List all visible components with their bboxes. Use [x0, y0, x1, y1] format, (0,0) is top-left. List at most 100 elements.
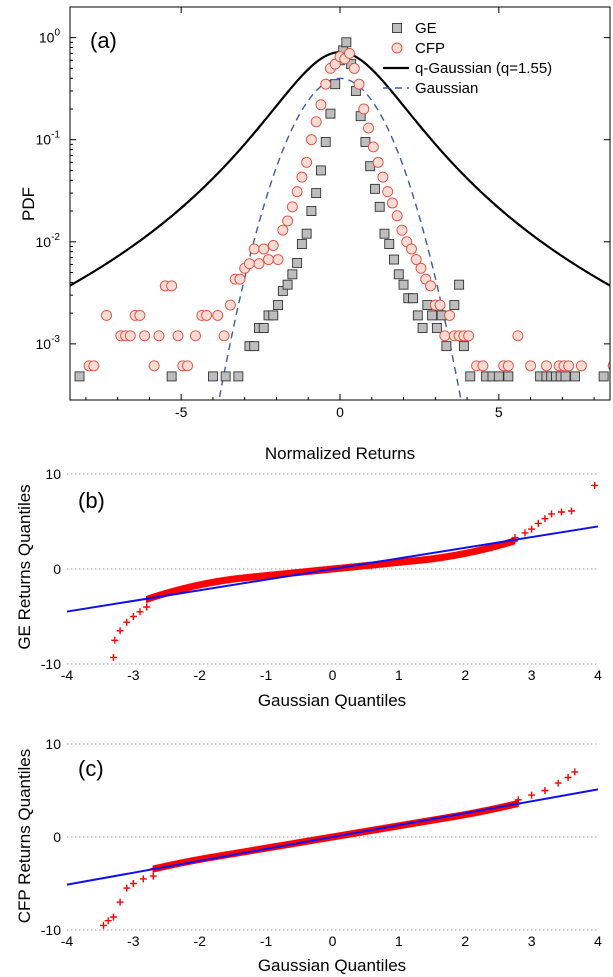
ge-marker: [233, 371, 244, 382]
cfp-marker: [182, 360, 193, 372]
ge-marker: [311, 188, 322, 199]
cfp-marker: [234, 273, 246, 285]
cfp-marker: [363, 122, 375, 134]
cfp-marker: [377, 171, 389, 183]
ge-marker: [292, 258, 303, 268]
ge-marker: [465, 371, 476, 382]
cfp-marker: [88, 360, 100, 372]
panel-c-label: (c): [78, 756, 104, 781]
ge-marker: [325, 108, 336, 119]
ge-marker: [384, 239, 395, 250]
ge-marker: [258, 323, 269, 333]
cfp-marker: [320, 78, 332, 90]
x-tick-label: -3: [127, 933, 140, 949]
cfp-marker: [148, 360, 160, 372]
qq-points: [110, 481, 599, 661]
panel-b-plot-area: [66, 473, 599, 665]
ge-marker: [393, 269, 404, 280]
ge-marker: [315, 165, 326, 176]
cfp-marker: [315, 99, 327, 111]
cfp-marker: [358, 103, 370, 115]
x-tick-label: 3: [528, 933, 536, 949]
cfp-marker: [502, 360, 514, 372]
cfp-marker: [477, 360, 489, 372]
cfp-marker: [541, 360, 552, 372]
x-tick-label: 0: [329, 933, 337, 949]
ge-marker: [306, 206, 317, 217]
y-tick-label: -10: [41, 922, 61, 938]
cfp-marker: [382, 186, 394, 198]
ge-marker: [441, 341, 452, 352]
ge-marker: [330, 79, 341, 90]
ge-marker: [431, 323, 442, 333]
cfp-marker: [124, 330, 136, 342]
cfp-marker: [353, 78, 365, 90]
ge-marker: [408, 293, 419, 304]
ge-marker: [449, 300, 460, 310]
cfp-marker: [425, 280, 436, 292]
panel-a-ylabel: PDF: [19, 187, 38, 221]
cfp-marker: [410, 254, 422, 265]
cfp-marker: [258, 243, 270, 255]
panel-c-xlabel: Gaussian Quantiles: [258, 956, 406, 975]
legend-label: CFP: [415, 40, 445, 57]
cfp-marker: [224, 299, 236, 311]
cfp-marker: [134, 309, 146, 321]
y-tick-label: 10: [45, 466, 61, 482]
cfp-marker: [367, 141, 379, 153]
ge-marker: [570, 371, 581, 382]
cfp-marker: [372, 156, 384, 168]
ge-marker: [417, 323, 428, 333]
cfp-marker: [166, 280, 178, 292]
legend-ge-marker: [392, 23, 402, 33]
cfp-marker: [212, 309, 224, 321]
cfp-marker: [244, 258, 255, 270]
panel-a-legend: GE CFP q-Gaussian (q=1.55) Gaussian: [383, 20, 552, 97]
cfp-marker: [272, 254, 284, 265]
panel-c-plot-area: [66, 743, 599, 931]
ge-marker: [207, 371, 218, 382]
x-tick-label: -5: [175, 404, 188, 420]
x-tick-label: 3: [528, 667, 536, 683]
ge-marker: [341, 37, 352, 48]
x-tick-label: 0: [336, 404, 344, 420]
ge-marker: [296, 239, 307, 250]
panel-b-xlabel: Gaussian Quantiles: [258, 691, 406, 710]
y-tick-label: 10: [45, 736, 61, 752]
cfp-marker: [218, 330, 230, 342]
x-tick-label: -1: [260, 667, 273, 683]
panel-a-label: (a): [90, 28, 117, 53]
cfp-marker: [153, 330, 165, 342]
y-tick-label: 0: [53, 561, 61, 577]
y-tick-label: 100: [39, 28, 61, 46]
ge-marker: [166, 371, 177, 382]
ge-marker: [287, 269, 298, 280]
y-tick-label: 10-2: [36, 232, 61, 250]
ge-marker: [249, 341, 260, 352]
ge-marker: [493, 371, 504, 382]
panel-a-ticks: -5 0 5 10-3 10-2 10-1 100: [36, 7, 610, 420]
cfp-marker: [291, 186, 303, 198]
legend-label: Gaussian: [415, 80, 478, 97]
cfp-marker: [277, 224, 289, 236]
y-tick-label: 0: [53, 829, 61, 845]
x-tick-label: 4: [594, 667, 602, 683]
panel-b-label: (b): [78, 488, 105, 513]
cfp-marker: [253, 258, 265, 270]
ge-marker: [503, 371, 514, 382]
x-tick-label: -4: [61, 933, 74, 949]
x-tick-label: -2: [194, 933, 207, 949]
panel-a-xlabel: Normalized Returns: [265, 444, 415, 463]
cfp-marker: [607, 361, 610, 371]
cfp-marker: [575, 360, 587, 372]
legend-cfp-marker: [391, 42, 403, 54]
y-tick-label: 10-1: [36, 130, 61, 148]
cfp-marker: [439, 330, 451, 342]
cfp-marker: [310, 116, 322, 128]
ge-marker: [268, 310, 279, 321]
cfp-marker: [286, 201, 298, 213]
x-tick-label: 5: [495, 404, 503, 420]
